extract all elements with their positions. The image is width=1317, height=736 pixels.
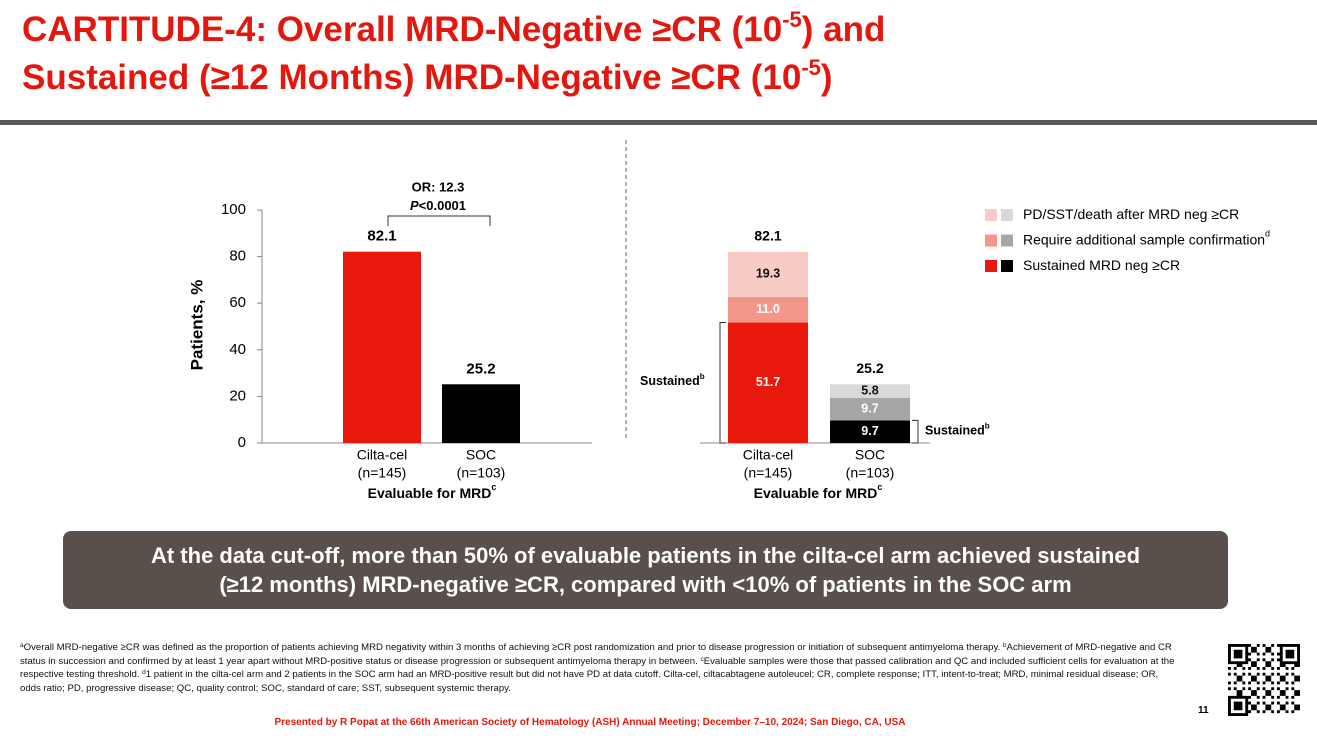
- x-tick-label: Cilta-cel: [743, 447, 794, 463]
- legend-label-sup: d: [1265, 229, 1270, 239]
- y-tick-label: 80: [229, 248, 246, 265]
- legend-swatch: [985, 209, 997, 221]
- y-axis-label: Patients, %: [187, 280, 206, 371]
- bar-segment: [830, 397, 910, 421]
- legend-label: Require additional sample confirmationd: [1023, 229, 1270, 247]
- x-tick-sublabel: (n=145): [744, 465, 793, 481]
- bar-value-label: 25.2: [466, 360, 495, 377]
- y-tick-label: 0: [238, 434, 246, 451]
- legend-label: Sustained MRD neg ≥CR: [1023, 257, 1180, 273]
- x-tick-sublabel: (n=103): [457, 465, 506, 481]
- qr-code: [1228, 644, 1300, 716]
- segment-label: 9.7: [861, 401, 878, 415]
- sustained-label-sup: b: [700, 372, 705, 381]
- divider: [0, 120, 1317, 125]
- footnotes: aOverall MRD-negative ≥CR was defined as…: [20, 641, 1175, 695]
- callout-line: At the data cut-off, more than 50% of ev…: [150, 543, 1141, 568]
- title-sup: -5: [782, 7, 802, 32]
- annotation-p-italic: P: [410, 198, 419, 213]
- bar-segment: [830, 420, 910, 443]
- title-line: Sustained (≥12 Months) MRD-Negative ≥CR …: [22, 54, 885, 102]
- segment-label: 19.3: [756, 267, 780, 281]
- footnote-text: Overall MRD-negative ≥CR was defined as …: [23, 642, 1003, 653]
- bar: [343, 251, 421, 443]
- annotation-p-value: <0.0001: [419, 198, 466, 213]
- sustained-label-sup: b: [985, 422, 990, 431]
- y-tick-label: 100: [221, 201, 246, 218]
- x-axis-label-text: Evaluable for MRD: [754, 485, 878, 501]
- footnote-text: 1 patient in the cilta-cel arm and 2 pat…: [20, 669, 1159, 694]
- sustained-label: Sustainedb: [640, 372, 705, 388]
- segment-label: 5.8: [861, 383, 878, 397]
- legend-swatch: [1001, 260, 1013, 272]
- significance-bracket: [387, 215, 491, 226]
- x-axis-label-text: Evaluable for MRD: [368, 485, 492, 501]
- x-axis-label: Evaluable for MRDc: [754, 482, 883, 500]
- bar-segment: [728, 322, 808, 443]
- legend-swatch: [985, 234, 997, 247]
- annotation-p: P<0.0001: [410, 198, 466, 213]
- title-text: CARTITUDE-4: Overall MRD-Negative ≥CR (1…: [22, 10, 783, 49]
- presenter: Presented by R Popat at the 66th America…: [274, 717, 906, 728]
- footnote-marker: d: [142, 669, 146, 676]
- page-number: 11: [1198, 705, 1209, 716]
- x-tick-sublabel: (n=103): [846, 465, 895, 481]
- x-tick-label: SOC: [466, 447, 496, 463]
- title-text: ) and: [801, 10, 886, 49]
- sustained-bracket: [912, 419, 919, 444]
- legend-swatch: [985, 260, 997, 272]
- bar-value-label: 82.1: [367, 228, 396, 245]
- x-axis-label-sup: c: [877, 482, 882, 492]
- title-sup: -5: [801, 55, 821, 80]
- legend-label-text: Require additional sample confirmation: [1023, 231, 1265, 247]
- legend-swatch: [1001, 234, 1013, 247]
- qr-pattern: [1228, 644, 1300, 716]
- charts: 0 20 40 60 80 100 Patients, % 82.1 25.2 OR: 12.3 P…: [187, 140, 1270, 501]
- y-tick-label: 60: [229, 294, 246, 311]
- total-label: 82.1: [754, 227, 781, 243]
- total-label: 25.2: [856, 360, 883, 376]
- footnote-marker: a: [20, 642, 24, 649]
- title-text: Sustained (≥12 Months) MRD-Negative ≥CR …: [22, 58, 802, 97]
- sustained-label-text: Sustained: [640, 374, 700, 388]
- bar-segment: [728, 296, 808, 323]
- legend-label-text: PD/SST/death after MRD neg ≥CR: [1023, 206, 1239, 222]
- x-tick-sublabel: (n=145): [358, 465, 407, 481]
- sustained-bracket: [719, 322, 726, 444]
- legend-label: PD/SST/death after MRD neg ≥CR: [1023, 206, 1239, 222]
- x-tick-label: Cilta-cel: [357, 447, 408, 463]
- title-text: ): [820, 58, 833, 97]
- sustained-label: Sustainedb: [925, 422, 990, 438]
- callout-line: (≥12 months) MRD-negative ≥CR, compared …: [219, 572, 1072, 597]
- slide-title: CARTITUDE-4: Overall MRD-Negative ≥CR (1…: [22, 6, 885, 102]
- segment-label: 11.0: [756, 302, 780, 316]
- y-tick-label: 40: [229, 341, 246, 358]
- legend-swatch: [1001, 209, 1013, 221]
- x-tick-label: SOC: [855, 447, 885, 463]
- y-tick-label: 20: [229, 387, 246, 404]
- x-axis-label-sup: c: [491, 482, 496, 492]
- segment-label: 51.7: [756, 375, 780, 389]
- x-axis-label: Evaluable for MRDc: [368, 482, 497, 500]
- callout: At the data cut-off, more than 50% of ev…: [63, 531, 1228, 609]
- footnote-marker: b: [1002, 642, 1007, 649]
- footnote-text: Evaluable samples were those that passed…: [20, 655, 1175, 681]
- segment-label: 9.7: [861, 424, 878, 438]
- footnote-marker: c: [700, 655, 704, 663]
- bar-segment: [728, 251, 808, 297]
- annotation-or: OR: 12.3: [412, 179, 465, 194]
- legend-label-text: Sustained MRD neg ≥CR: [1023, 257, 1180, 273]
- sustained-label-text: Sustained: [925, 424, 985, 438]
- footnote-text: Achievement of MRD-negative and CR statu…: [20, 642, 1172, 667]
- bar: [442, 384, 520, 443]
- bar-segment: [830, 384, 910, 398]
- title-line: CARTITUDE-4: Overall MRD-Negative ≥CR (1…: [22, 6, 885, 54]
